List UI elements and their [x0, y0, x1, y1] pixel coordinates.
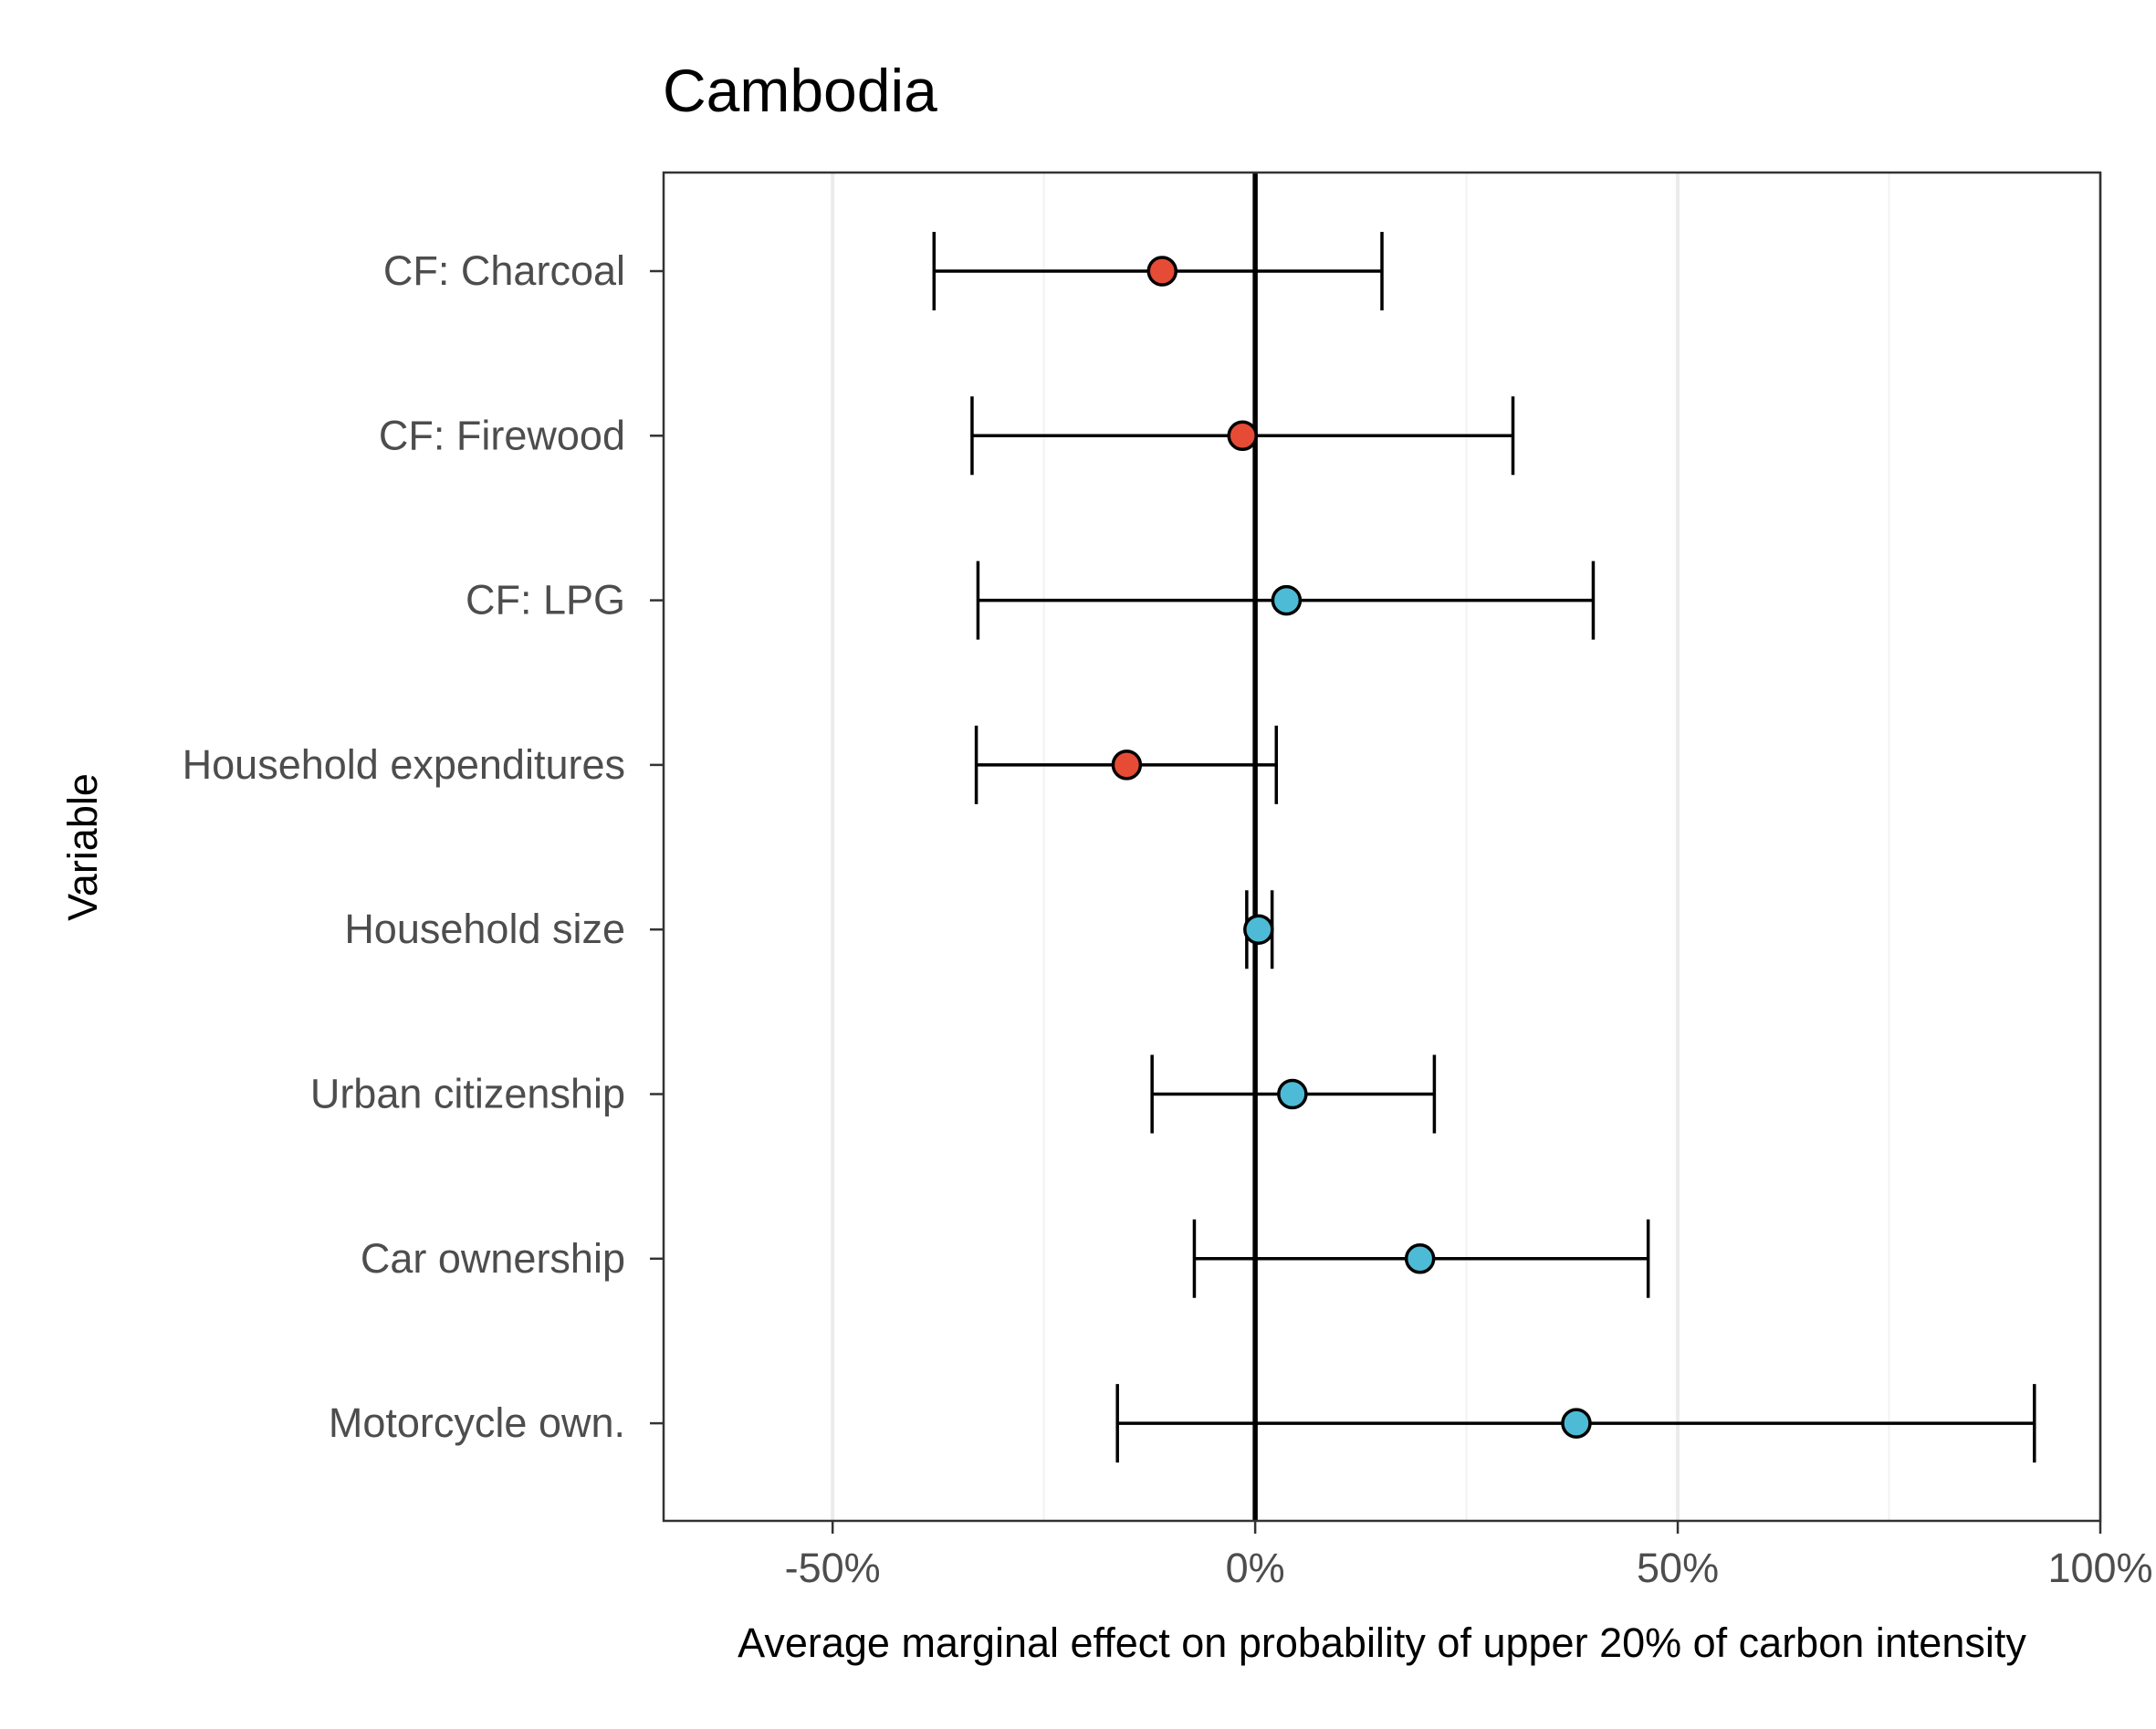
- y-tick-label: CF: LPG: [466, 577, 625, 623]
- estimate-point: [1277, 1078, 1308, 1110]
- estimate-point: [1271, 584, 1303, 616]
- x-axis-title: Average marginal effect on probability o…: [738, 1619, 2026, 1666]
- y-tick-label: Motorcycle own.: [329, 1399, 625, 1446]
- y-tick-label: Car ownership: [361, 1235, 625, 1282]
- panel-border: [662, 171, 2102, 1523]
- estimate-point: [1111, 749, 1143, 781]
- estimate-point: [1146, 256, 1178, 287]
- estimate-point: [1561, 1408, 1592, 1439]
- estimate-point: [1227, 420, 1258, 452]
- point-layer: [1111, 256, 1592, 1439]
- grid-layer: [831, 173, 2102, 1521]
- estimate-point: [1404, 1243, 1436, 1274]
- x-tick-label: 100%: [2047, 1545, 2152, 1591]
- y-axis: CF: Charcoal CF: Firewood CF: LPG Household…: [183, 247, 664, 1446]
- y-tick-label: CF: Charcoal: [383, 247, 625, 294]
- x-axis: -50% 0% 50% 100%: [785, 1521, 2153, 1591]
- x-tick-label: 0%: [1226, 1545, 1285, 1591]
- whisker-layer: [932, 173, 2036, 1521]
- y-tick-label: Household size: [344, 906, 625, 952]
- x-tick-label: -50%: [785, 1545, 881, 1591]
- y-axis-title: Variable: [59, 773, 106, 921]
- y-tick-label: CF: Firewood: [379, 412, 625, 458]
- y-tick-label: Household expenditures: [183, 741, 625, 788]
- estimate-point: [1243, 914, 1274, 945]
- y-tick-label: Urban citizenship: [310, 1071, 625, 1117]
- x-tick-label: 50%: [1637, 1545, 1719, 1591]
- chart-title: Cambodia: [663, 57, 937, 124]
